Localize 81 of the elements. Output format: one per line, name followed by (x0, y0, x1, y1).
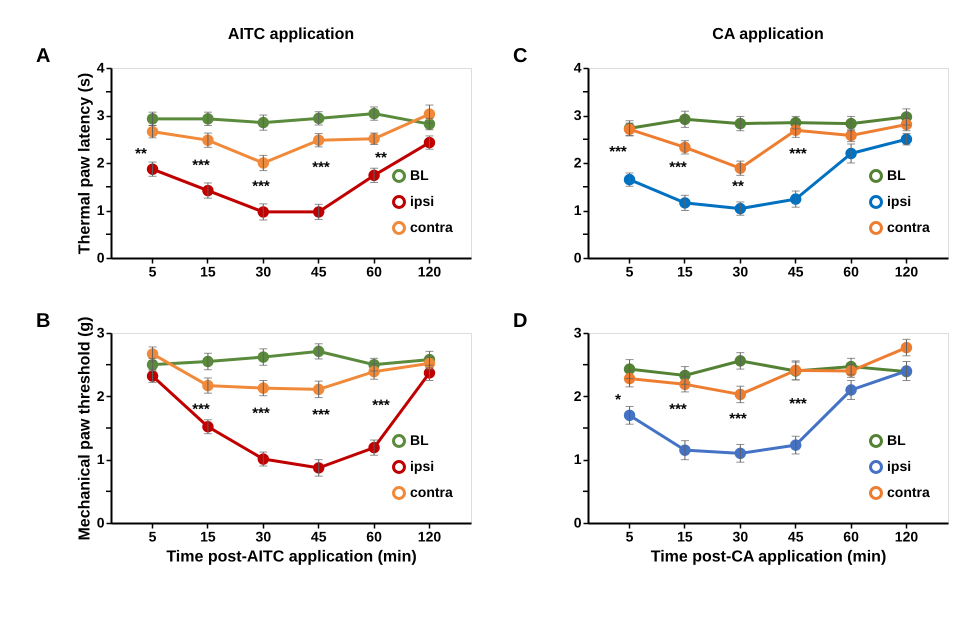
y-tick-label: 3 (96, 107, 105, 123)
annotation: *** (669, 158, 687, 176)
text: A (36, 45, 50, 67)
y-tick-label: 2 (96, 154, 105, 170)
y-tick-label: 2 (96, 388, 105, 404)
y-tick-label: 3 (574, 107, 582, 123)
x-tick-label: 15 (677, 528, 693, 544)
legend-label: ipsi (410, 458, 434, 474)
legend-label: ipsi (887, 193, 912, 209)
annotation: *** (252, 404, 270, 422)
y-axis-title: Mechanical paw threshold (g) (76, 316, 94, 541)
x-tick-label: 30 (732, 264, 748, 280)
x-tick-label: 120 (418, 264, 442, 280)
x-tick-label: 60 (843, 528, 860, 544)
y-axis-title: Thermal paw latency (s) (76, 72, 94, 254)
x-tick-label: 45 (310, 264, 327, 280)
x-axis-title: Time post-CA application (min) (650, 548, 886, 566)
annotation: *** (789, 395, 807, 412)
annotation: *** (372, 397, 390, 414)
x-tick-label: 30 (732, 528, 748, 544)
annotation: *** (252, 178, 270, 195)
y-tick-label: 1 (96, 451, 105, 468)
x-tick-label: 45 (788, 264, 804, 280)
annotation: ** (135, 146, 147, 162)
x-tick-label: 45 (310, 528, 327, 544)
legend-label: BL (410, 167, 430, 183)
legend-label: contra (887, 219, 930, 235)
annotation: *** (669, 401, 687, 418)
x-tick-label: 45 (788, 528, 804, 544)
legend-label: BL (410, 432, 430, 448)
text: C (513, 45, 528, 67)
chart-title: CA application (712, 26, 824, 43)
legend-label: contra (410, 484, 453, 500)
x-tick-label: 5 (626, 264, 634, 280)
y-tick-label: 0 (96, 514, 105, 530)
legend-label: ipsi (410, 193, 434, 209)
y-tick-label: 1 (574, 451, 582, 468)
x-tick-label: 15 (677, 264, 693, 280)
y-tick-label: 3 (96, 324, 105, 340)
x-tick-label: 60 (843, 264, 860, 280)
x-tick-label: 60 (366, 528, 382, 544)
x-tick-label: 5 (626, 528, 634, 544)
y-tick-label: 4 (574, 60, 582, 76)
x-tick-label: 120 (894, 528, 918, 544)
annotation: * (615, 392, 622, 408)
x-tick-label: 30 (256, 528, 272, 544)
annotation: ** (732, 178, 744, 195)
annotation: *** (609, 144, 627, 161)
x-tick-label: 60 (366, 264, 382, 280)
annotation: *** (312, 158, 330, 176)
text: D (513, 310, 528, 332)
legend-label: BL (887, 432, 906, 448)
y-tick-label: 2 (574, 388, 582, 404)
legend-label: contra (410, 219, 453, 235)
annotation: ** (375, 149, 387, 166)
x-tick-label: 30 (256, 264, 272, 280)
legend-label: contra (887, 484, 930, 500)
annotation: *** (789, 146, 807, 162)
x-tick-label: 15 (200, 528, 216, 544)
x-tick-label: 120 (418, 528, 442, 544)
text: B (36, 310, 50, 332)
x-tick-label: 15 (200, 264, 216, 280)
y-tick-label: 1 (96, 202, 105, 218)
chart-title: AITC application (228, 26, 354, 43)
y-tick-label: 0 (96, 250, 105, 266)
x-tick-label: 120 (894, 264, 918, 280)
x-tick-label: 5 (148, 264, 157, 280)
annotation: *** (192, 401, 210, 418)
y-tick-label: 2 (574, 154, 582, 170)
legend-label: BL (887, 167, 906, 183)
x-tick-label: 5 (148, 528, 157, 544)
y-tick-label: 0 (574, 514, 582, 530)
annotation: *** (192, 156, 210, 174)
y-tick-label: 4 (96, 60, 105, 76)
annotation: *** (729, 410, 747, 428)
legend-label: ipsi (887, 458, 912, 474)
annotation: *** (312, 406, 330, 424)
y-tick-label: 0 (574, 250, 582, 266)
x-axis-title: Time post-AITC application (min) (166, 548, 417, 566)
y-tick-label: 3 (574, 324, 582, 340)
y-tick-label: 1 (574, 202, 582, 218)
